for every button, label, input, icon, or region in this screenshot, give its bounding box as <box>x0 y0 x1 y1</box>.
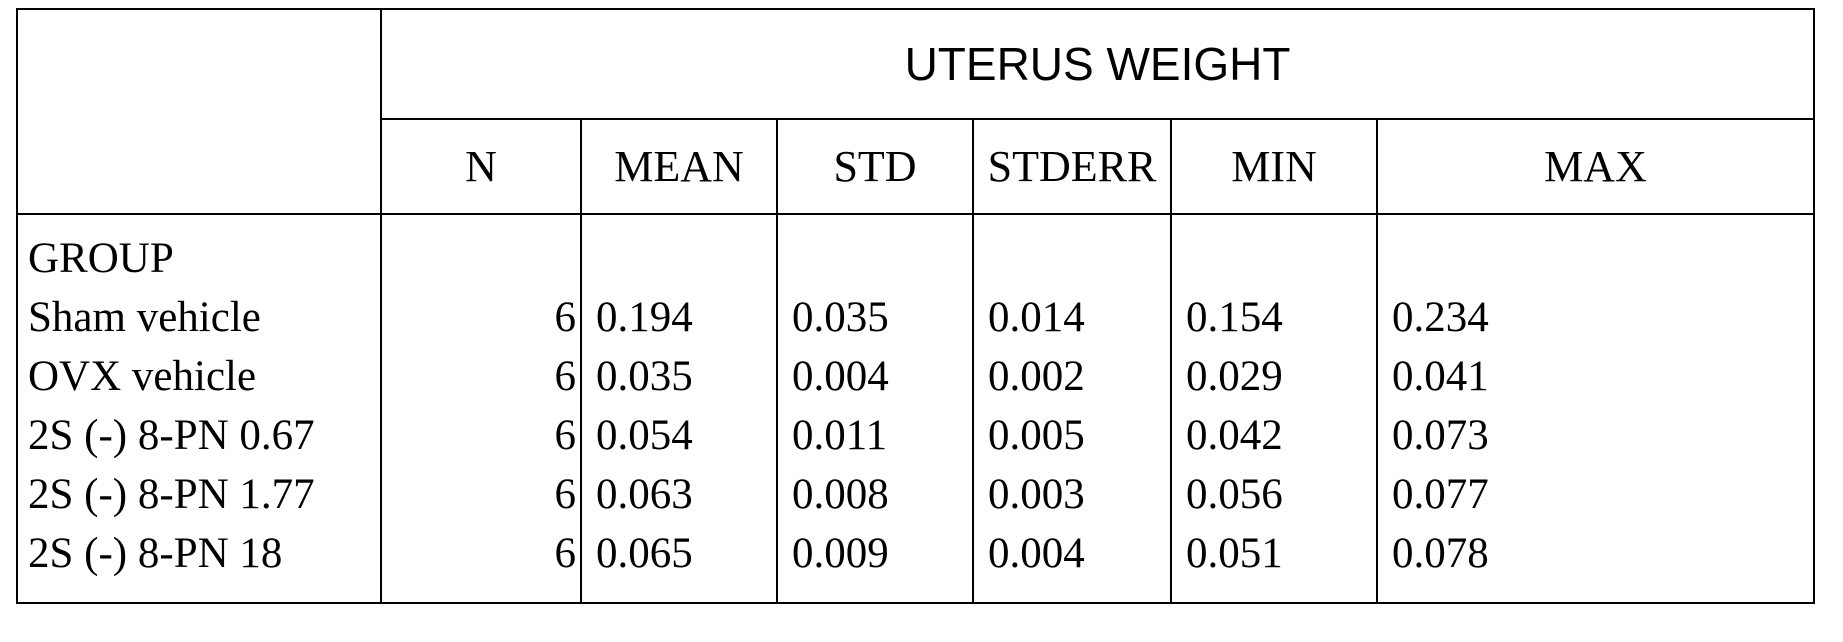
n-value: 6 <box>382 465 576 524</box>
group-name: 2S (-) 8-PN 1.77 <box>28 465 380 524</box>
std-value: 0.011 <box>792 406 972 465</box>
std-value: 0.004 <box>792 347 972 406</box>
mean-value: 0.035 <box>596 347 776 406</box>
max-value: 0.041 <box>1392 347 1813 406</box>
mean-value: 0.063 <box>596 465 776 524</box>
max-value: 0.078 <box>1392 524 1813 583</box>
min-value: 0.056 <box>1186 465 1376 524</box>
column-header-std: STD <box>777 119 973 214</box>
stderr-column: 0.014 0.002 0.005 0.003 0.004 <box>973 214 1171 603</box>
mean-value: 0.054 <box>596 406 776 465</box>
n-value: 6 <box>382 406 576 465</box>
min-value: 0.029 <box>1186 347 1376 406</box>
max-value: 0.077 <box>1392 465 1813 524</box>
min-value: 0.154 <box>1186 288 1376 347</box>
std-value: 0.008 <box>792 465 972 524</box>
stderr-value: 0.002 <box>988 347 1170 406</box>
corner-cell <box>17 9 381 214</box>
n-column: 6 6 6 6 6 <box>381 214 581 603</box>
data-body-row: GROUP Sham vehicle OVX vehicle 2S (-) 8-… <box>17 214 1814 603</box>
group-name: OVX vehicle <box>28 347 380 406</box>
mean-column: 0.194 0.035 0.054 0.063 0.065 <box>581 214 777 603</box>
group-name: 2S (-) 8-PN 18 <box>28 524 380 583</box>
std-value: 0.035 <box>792 288 972 347</box>
std-value: 0.009 <box>792 524 972 583</box>
stderr-value: 0.003 <box>988 465 1170 524</box>
max-column: 0.234 0.041 0.073 0.077 0.078 <box>1377 214 1814 603</box>
column-header-min: MIN <box>1171 119 1377 214</box>
group-header-label: GROUP <box>28 229 380 288</box>
group-name: Sham vehicle <box>28 288 380 347</box>
column-header-max: MAX <box>1377 119 1814 214</box>
std-column: 0.035 0.004 0.011 0.008 0.009 <box>777 214 973 603</box>
min-value: 0.051 <box>1186 524 1376 583</box>
n-value: 6 <box>382 347 576 406</box>
group-name: 2S (-) 8-PN 0.67 <box>28 406 380 465</box>
min-column: 0.154 0.029 0.042 0.056 0.051 <box>1171 214 1377 603</box>
uterus-weight-table: UTERUS WEIGHT N MEAN STD STDERR MIN MAX … <box>16 8 1815 604</box>
stderr-value: 0.014 <box>988 288 1170 347</box>
n-value: 6 <box>382 288 576 347</box>
max-value: 0.073 <box>1392 406 1813 465</box>
column-header-mean: MEAN <box>581 119 777 214</box>
title-row: UTERUS WEIGHT <box>17 9 1814 119</box>
min-value: 0.042 <box>1186 406 1376 465</box>
table-title: UTERUS WEIGHT <box>381 9 1814 119</box>
mean-value: 0.065 <box>596 524 776 583</box>
stderr-value: 0.005 <box>988 406 1170 465</box>
max-value: 0.234 <box>1392 288 1813 347</box>
column-header-stderr: STDERR <box>973 119 1171 214</box>
mean-value: 0.194 <box>596 288 776 347</box>
group-column: GROUP Sham vehicle OVX vehicle 2S (-) 8-… <box>17 214 381 603</box>
n-value: 6 <box>382 524 576 583</box>
stderr-value: 0.004 <box>988 524 1170 583</box>
column-header-n: N <box>381 119 581 214</box>
